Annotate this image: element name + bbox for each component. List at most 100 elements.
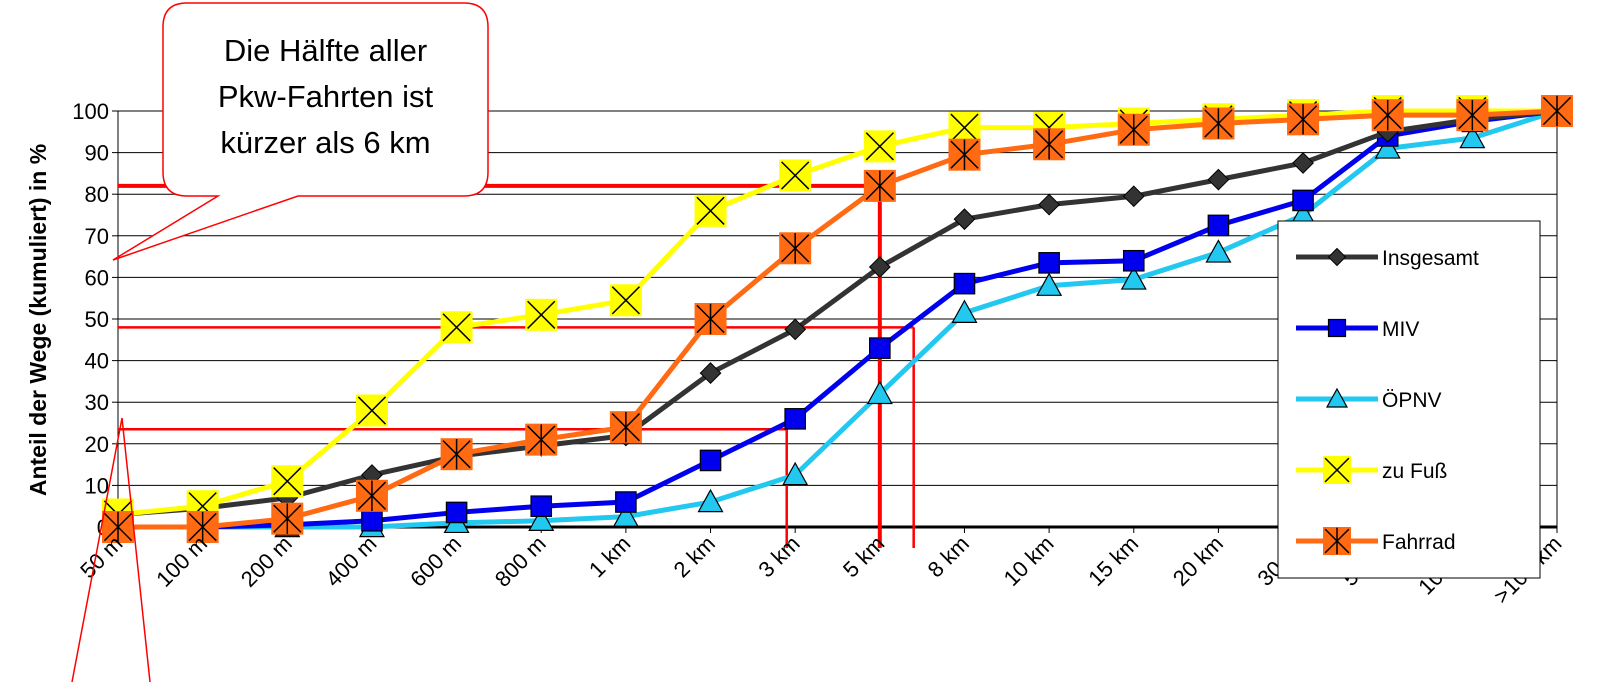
x-tick-label: 20 km <box>1168 531 1228 591</box>
data-point <box>699 449 722 472</box>
legend-label: zu Fuß <box>1382 460 1447 483</box>
data-point <box>528 507 555 531</box>
x-tick-label: 8 km <box>923 531 974 582</box>
y-tick-label: 10 <box>85 473 109 498</box>
data-point <box>609 411 642 444</box>
y-tick-label: 100 <box>72 99 109 124</box>
y-tick-label: 80 <box>85 182 109 207</box>
x-tick-label: 1 km <box>584 531 635 582</box>
data-point <box>1292 152 1314 174</box>
data-point <box>868 256 891 278</box>
y-tick-label: 50 <box>85 307 109 332</box>
data-point <box>697 488 724 513</box>
series-line <box>118 108 1558 530</box>
legend-item: ÖPNV <box>1296 387 1442 412</box>
data-point <box>1038 252 1060 274</box>
x-tick-label: 10 km <box>999 531 1059 591</box>
data-point <box>1459 124 1486 149</box>
data-point <box>1323 456 1351 484</box>
data-point <box>948 138 981 171</box>
y-tick-label: 70 <box>85 224 109 249</box>
x-tick-label: 400 m <box>321 531 382 592</box>
data-point <box>1038 193 1061 216</box>
data-point <box>1033 128 1066 161</box>
data-point <box>694 303 727 335</box>
legend: Insgesamt MIV ÖPNV zu Fuß Fahrrad <box>1277 220 1541 579</box>
data-point <box>866 380 893 405</box>
legend-label: ÖPNV <box>1382 389 1442 412</box>
legend-item: zu Fuß <box>1296 456 1447 484</box>
legend-item: MIV <box>1296 318 1419 341</box>
callout-text-line: Die Hälfte aller <box>224 33 427 68</box>
data-point <box>186 511 219 543</box>
x-tick-label: 2 km <box>669 531 720 582</box>
callout: Die Hälfte aller Pkw-Fahrten ist kürzer al… <box>71 2 489 682</box>
callout-text-line: Pkw-Fahrten ist <box>218 79 434 114</box>
y-tick-label: 30 <box>85 390 109 415</box>
callout-pointer <box>71 417 151 682</box>
data-point <box>1207 214 1230 237</box>
data-point <box>869 337 891 359</box>
data-point <box>863 130 896 163</box>
data-point <box>694 194 727 227</box>
y-tick-labels: 0102030405060708090100 <box>72 99 109 540</box>
data-point <box>1327 318 1347 338</box>
data-point <box>782 461 809 486</box>
data-point <box>951 299 978 323</box>
data-point <box>863 169 896 202</box>
data-point <box>1036 272 1063 296</box>
x-tick-label: 200 m <box>236 531 297 592</box>
legend-item: Fahrrad <box>1296 527 1456 555</box>
data-point <box>612 503 639 527</box>
x-tick-label: 3 km <box>753 531 804 582</box>
callout-bubble <box>112 2 489 261</box>
data-point <box>525 423 558 456</box>
data-point <box>1541 95 1573 127</box>
data-point <box>609 284 642 317</box>
data-point <box>1202 107 1235 140</box>
data-point <box>530 495 553 517</box>
legend-box <box>1277 220 1541 579</box>
x-tick-label: 100 m <box>151 531 212 592</box>
legend-label: Insgesamt <box>1382 247 1479 270</box>
data-point <box>699 362 722 384</box>
data-point <box>445 501 468 524</box>
data-point <box>779 232 812 265</box>
legend-label: Fahrrad <box>1382 531 1456 554</box>
data-point <box>1287 103 1320 136</box>
data-point <box>1292 189 1314 212</box>
legend-item: Insgesamt <box>1296 247 1479 270</box>
data-point <box>440 311 473 344</box>
data-point <box>1207 168 1230 191</box>
data-point <box>1120 266 1147 290</box>
data-point <box>440 438 473 471</box>
y-axis-label: Anteil der Wege (kumuliert) in % <box>25 144 51 496</box>
data-point <box>1122 249 1145 272</box>
series-line <box>117 108 1558 518</box>
legend-label: MIV <box>1382 318 1419 341</box>
data-point <box>271 465 304 498</box>
data-point <box>361 509 383 532</box>
data-point <box>615 491 637 513</box>
data-point <box>1456 99 1489 132</box>
data-point <box>525 298 558 331</box>
data-point <box>271 502 304 535</box>
y-tick-label: 60 <box>85 265 109 290</box>
data-point <box>1327 247 1347 267</box>
data-point <box>784 318 807 341</box>
data-point <box>102 511 134 543</box>
x-tick-label: 800 m <box>490 531 551 592</box>
data-point <box>1122 185 1145 208</box>
data-point <box>784 408 806 430</box>
data-point <box>1117 113 1150 146</box>
data-point <box>1205 239 1232 263</box>
callout-text-line: kürzer als 6 km <box>220 125 430 160</box>
x-tick-label: 15 km <box>1083 531 1143 591</box>
series-4 <box>102 95 1573 543</box>
data-point <box>1371 99 1404 132</box>
data-point <box>355 394 388 427</box>
data-point <box>779 159 812 192</box>
data-point <box>1325 387 1349 408</box>
y-tick-label: 40 <box>85 349 109 374</box>
